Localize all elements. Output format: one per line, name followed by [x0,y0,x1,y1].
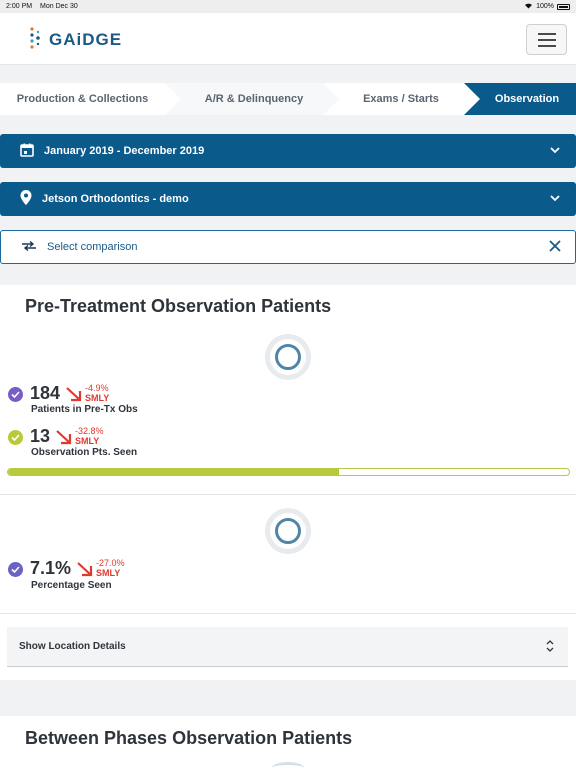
metric-observation-seen: 13 -32.8% SMLY [8,426,104,450]
stepper-background [0,83,576,115]
location-label: Jetson Orthodontics - demo [42,193,189,205]
progress-fill [8,469,339,475]
check-circle-icon [8,430,23,445]
metric-patients-pre-tx: 184 -4.9% SMLY [8,383,109,407]
chevron-up-down-icon [546,639,554,656]
divider [0,613,576,614]
battery-percent: 100% [536,3,554,10]
metric-label: Percentage Seen [31,580,112,591]
divider [0,494,576,495]
map-pin-icon [20,190,32,208]
brand-logo[interactable]: GAiDGE [29,26,123,55]
date-range-label: January 2019 - December 2019 [44,145,205,157]
pre-treatment-title: Pre-Treatment Observation Patients [25,296,332,316]
loading-spinner [265,508,311,554]
status-date: Mon Dec 30 [40,3,78,10]
between-phases-card [0,716,576,768]
loading-spinner [265,334,311,380]
swap-arrows-icon [21,240,37,254]
close-icon[interactable] [549,240,561,255]
chevron-down-icon [550,193,560,205]
location-select[interactable]: Jetson Orthodontics - demo [0,182,576,216]
metric-percentage-seen: 7.1% -27.0% SMLY [8,558,125,582]
metric-delta: -27.0% SMLY [96,558,125,578]
calendar-icon [20,143,34,160]
status-bar: 2:00 PM Mon Dec 30 100% [0,0,576,13]
step-production-collections[interactable]: Production & Collections [16,93,149,105]
metric-value: 7.1% [30,558,72,578]
brand-name: GAiDGE [49,30,123,49]
metric-label: Observation Pts. Seen [31,447,138,458]
battery-icon [557,3,570,10]
observation-progress-bar [7,468,570,476]
hamburger-menu-button[interactable] [526,24,567,55]
show-location-details-toggle[interactable]: Show Location Details [7,627,568,667]
chevron-down-icon [550,145,560,157]
metric-delta: -32.8% SMLY [75,426,104,446]
app-header: GAiDGE [0,13,576,65]
trend-down-icon [66,387,83,407]
trend-down-icon [77,562,94,582]
comparison-label: Select comparison [47,241,138,253]
metric-label: Patients in Pre-Tx Obs [31,404,138,415]
step-observation[interactable]: Observation [494,93,560,105]
location-details-label: Show Location Details [19,641,126,652]
status-time: 2:00 PM [6,3,33,10]
comparison-select[interactable]: Select comparison [0,230,576,264]
date-range-select[interactable]: January 2019 - December 2019 [0,134,576,168]
report-stepper: Production & Collections A/R & Delinquen… [0,83,576,115]
hamburger-icon [537,32,556,35]
check-circle-icon [8,387,23,402]
loading-spinner [272,762,304,768]
check-circle-icon [8,562,23,577]
metric-value: 184 [30,383,61,403]
trend-down-icon [56,430,73,450]
step-ar-delinquency[interactable]: A/R & Delinquency [204,93,304,105]
wifi-icon [524,2,533,11]
step-exams-starts[interactable]: Exams / Starts [363,93,439,105]
logo-dots-icon [29,26,43,55]
metric-value: 13 [30,426,51,446]
between-phases-title: Between Phases Observation Patients [25,728,353,748]
metric-delta: -4.9% SMLY [85,383,110,403]
